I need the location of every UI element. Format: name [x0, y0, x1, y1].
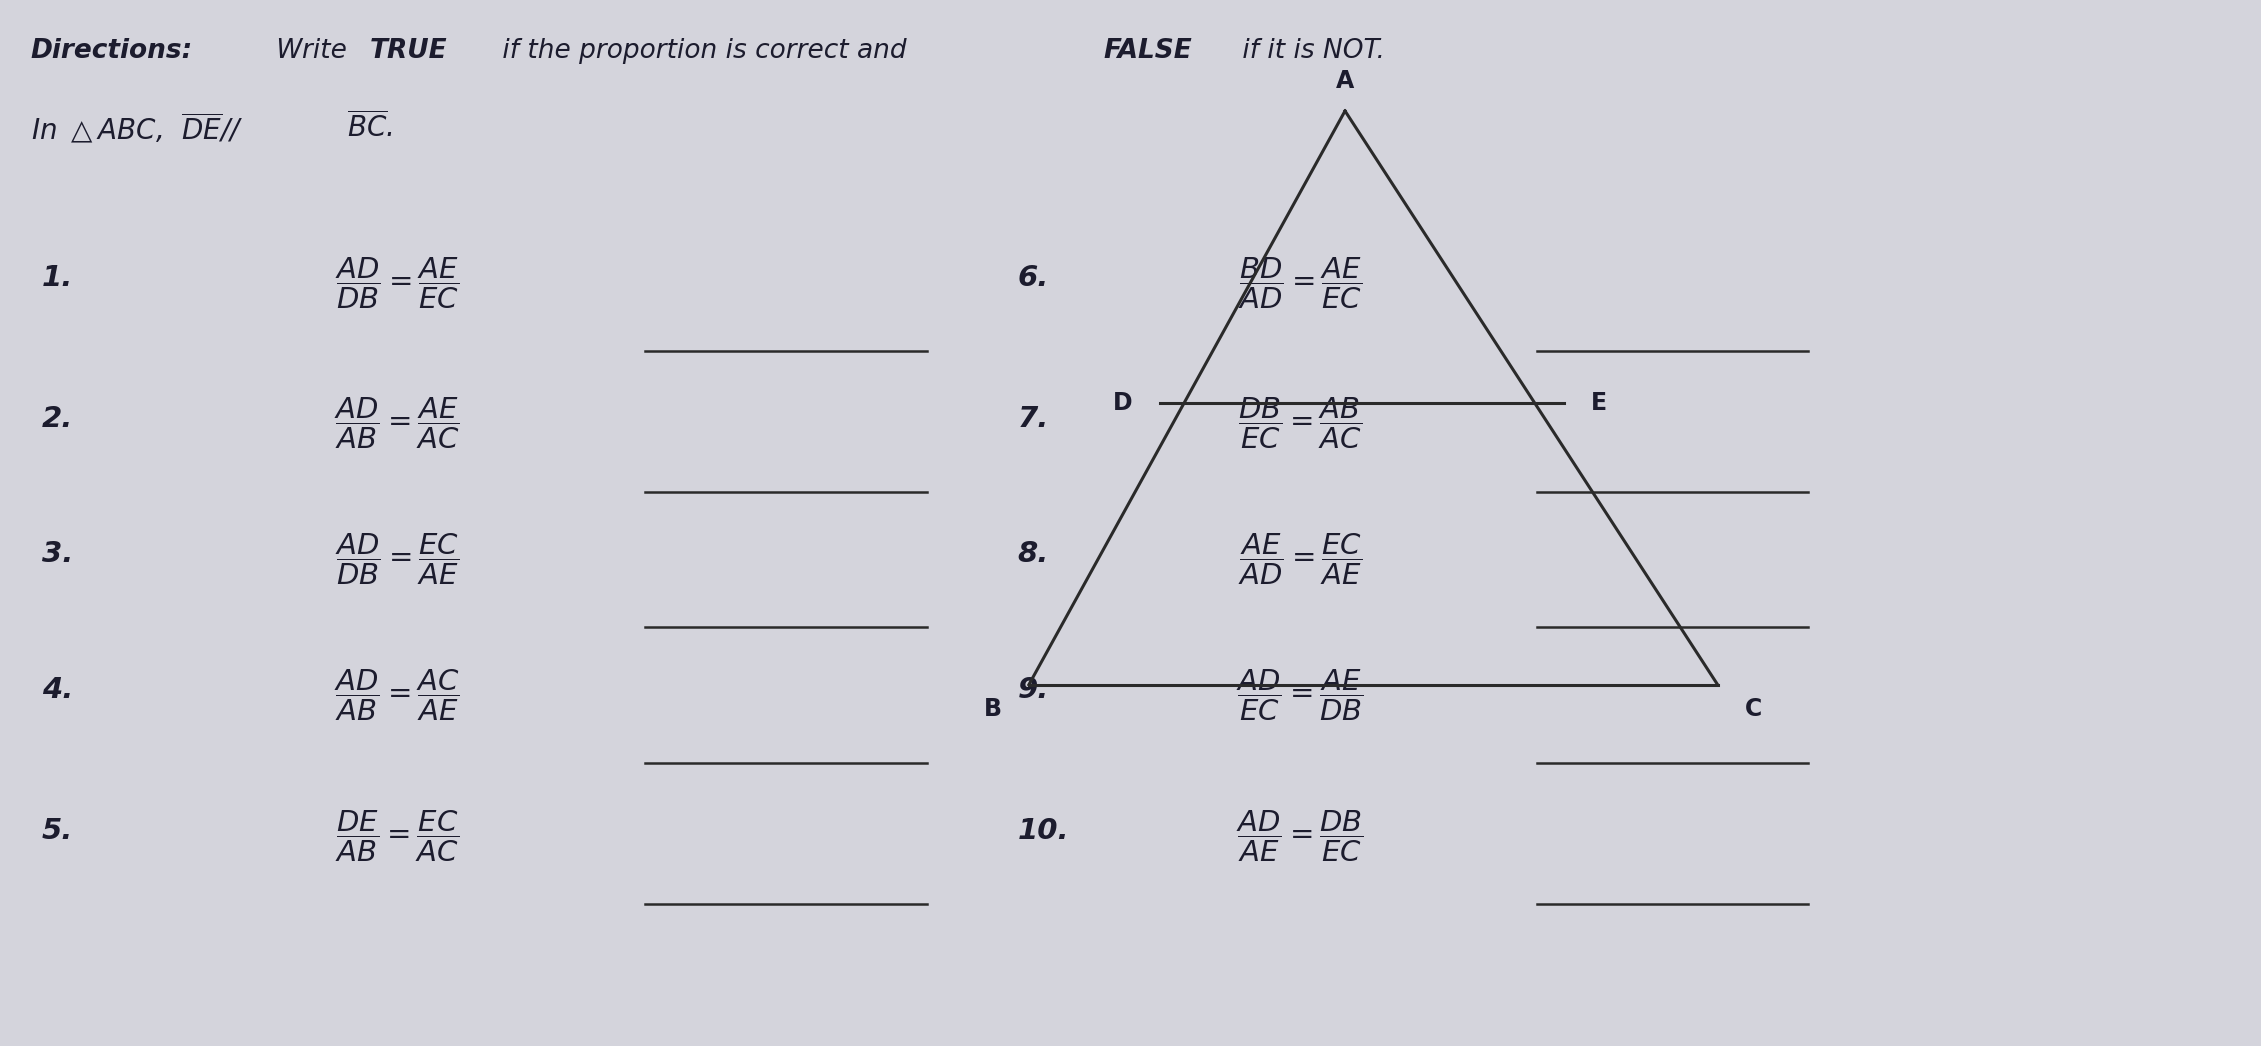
Text: 9.: 9.: [1017, 676, 1049, 704]
Text: TRUE: TRUE: [369, 38, 448, 64]
Text: $\dfrac{DE}{AB} = \dfrac{EC}{AC}$: $\dfrac{DE}{AB} = \dfrac{EC}{AC}$: [335, 809, 459, 864]
Text: $\dfrac{AD}{AB} = \dfrac{AC}{AE}$: $\dfrac{AD}{AB} = \dfrac{AC}{AE}$: [335, 667, 459, 723]
Text: 6.: 6.: [1017, 264, 1049, 292]
Text: $\dfrac{DB}{EC} = \dfrac{AB}{AC}$: $\dfrac{DB}{EC} = \dfrac{AB}{AC}$: [1237, 396, 1361, 452]
Text: Write: Write: [267, 38, 355, 64]
Text: B: B: [984, 698, 1002, 722]
Text: 1.: 1.: [43, 264, 72, 292]
Text: D: D: [1112, 391, 1133, 415]
Text: $\dfrac{AE}{AD} = \dfrac{EC}{AE}$: $\dfrac{AE}{AD} = \dfrac{EC}{AE}$: [1237, 532, 1361, 587]
Text: In $\triangle ABC$,  $\overline{DE}$//: In $\triangle ABC$, $\overline{DE}$//: [32, 111, 244, 146]
Text: $\dfrac{BD}{AD} = \dfrac{AE}{EC}$: $\dfrac{BD}{AD} = \dfrac{AE}{EC}$: [1237, 255, 1361, 311]
Text: 3.: 3.: [43, 541, 72, 568]
Text: $\dfrac{AD}{EC} = \dfrac{AE}{DB}$: $\dfrac{AD}{EC} = \dfrac{AE}{DB}$: [1237, 667, 1363, 723]
Text: 5.: 5.: [43, 817, 72, 845]
Text: FALSE: FALSE: [1103, 38, 1192, 64]
Text: $\dfrac{AD}{DB} = \dfrac{EC}{AE}$: $\dfrac{AD}{DB} = \dfrac{EC}{AE}$: [335, 532, 459, 587]
Text: 7.: 7.: [1017, 405, 1049, 433]
Text: $\dfrac{AD}{AE} = \dfrac{DB}{EC}$: $\dfrac{AD}{AE} = \dfrac{DB}{EC}$: [1237, 809, 1363, 864]
Text: E: E: [1592, 391, 1608, 415]
Text: 2.: 2.: [43, 405, 72, 433]
Text: if the proportion is correct and: if the proportion is correct and: [493, 38, 916, 64]
Text: if it is NOT.: if it is NOT.: [1235, 38, 1386, 64]
Text: $\overline{BC}$.: $\overline{BC}$.: [346, 111, 393, 143]
Text: 10.: 10.: [1017, 817, 1069, 845]
Text: $\dfrac{AD}{DB} = \dfrac{AE}{EC}$: $\dfrac{AD}{DB} = \dfrac{AE}{EC}$: [335, 255, 459, 311]
Text: $\dfrac{AD}{AB} = \dfrac{AE}{AC}$: $\dfrac{AD}{AB} = \dfrac{AE}{AC}$: [335, 396, 459, 452]
Text: A: A: [1336, 69, 1354, 93]
Text: C: C: [1745, 698, 1761, 722]
Text: 8.: 8.: [1017, 541, 1049, 568]
Text: 4.: 4.: [43, 676, 72, 704]
Text: Directions:: Directions:: [32, 38, 192, 64]
